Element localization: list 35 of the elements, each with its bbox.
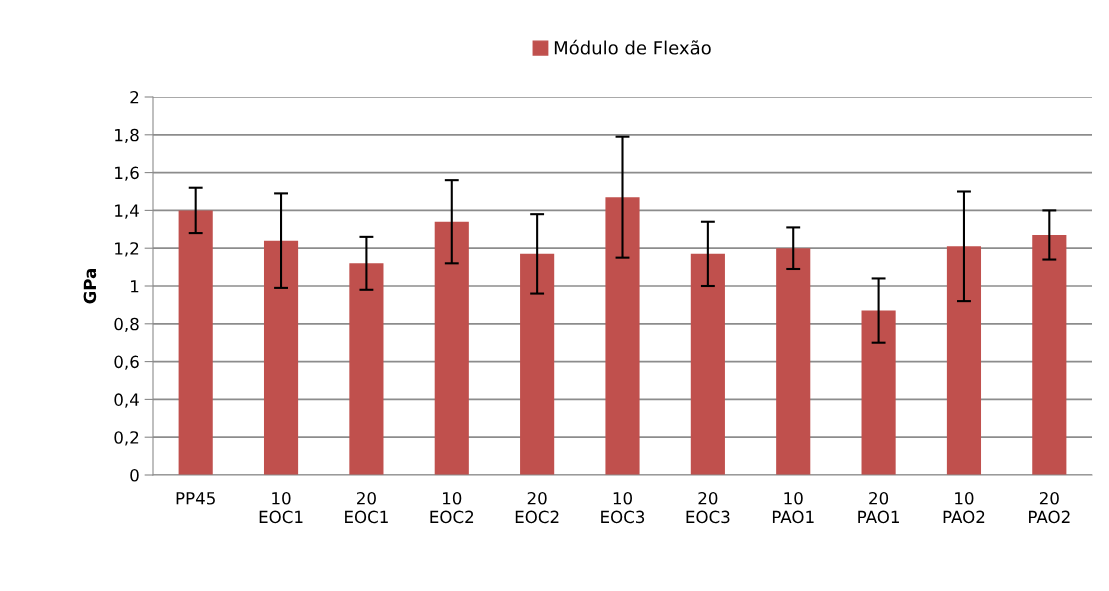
x-tick-label: 10 EOC2 [430, 491, 474, 524]
x-tick-label: 20 EOC1 [345, 491, 388, 524]
bar [605, 197, 640, 475]
x-tick-label: 20 PAO2 [1029, 491, 1070, 524]
x-tick-label: PP45 [176, 492, 215, 505]
y-tick-label: 1,2 [115, 242, 139, 257]
bar [861, 310, 896, 475]
bar [776, 248, 811, 475]
y-tick-label: 1,6 [115, 166, 139, 181]
y-tick-label: 2 [130, 90, 139, 104]
x-tick-label: 10 PAO1 [772, 491, 814, 524]
x-tick-label: 10 EOC1 [259, 491, 303, 524]
bar [434, 221, 469, 475]
x-tick-label: 10 EOC3 [601, 491, 645, 524]
bar [178, 210, 213, 475]
bar [1032, 234, 1067, 475]
y-tick-label: 1,4 [115, 204, 139, 219]
y-tick-label: 1 [131, 280, 139, 293]
bar [520, 253, 555, 475]
bar [263, 240, 299, 475]
legend-label: Módulo de Flexão [554, 39, 711, 55]
x-tick-label: 20 PAO1 [858, 491, 899, 524]
y-tick-label: 0,2 [114, 431, 139, 446]
x-tick-label: 20 EOC2 [515, 491, 559, 524]
y-axis-title: GPa [83, 268, 97, 304]
x-tick-label: 10 PAO2 [943, 491, 985, 524]
y-tick-label: 0 [130, 468, 139, 482]
x-tick-label: 20 EOC3 [686, 491, 730, 524]
y-tick-label: 1,8 [115, 128, 139, 144]
y-tick-label: 0,8 [114, 317, 139, 333]
y-tick-label: 0,6 [114, 355, 139, 370]
bar [349, 263, 384, 475]
bar [690, 253, 725, 475]
bar [946, 246, 982, 475]
y-tick-label: 0,4 [114, 393, 139, 408]
